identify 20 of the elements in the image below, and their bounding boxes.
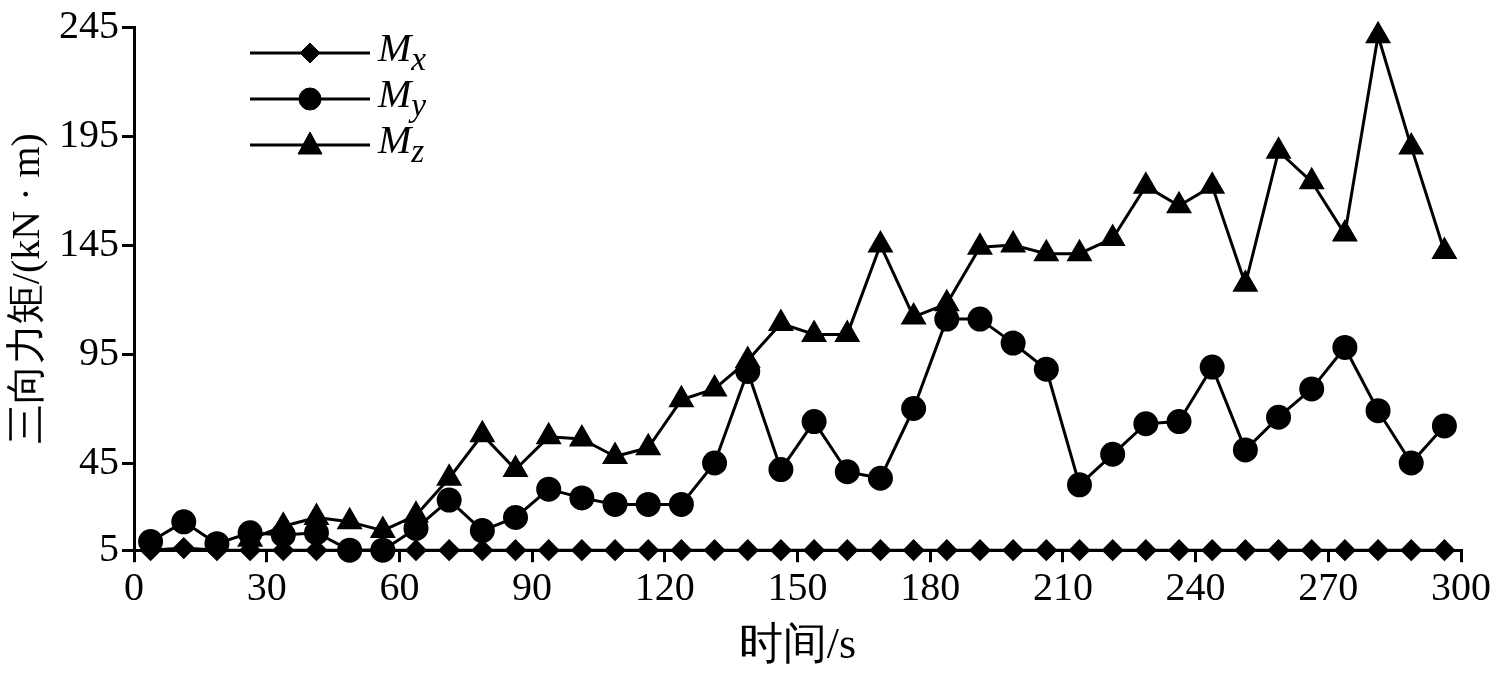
legend-label: M$_{x}$ [378, 24, 427, 77]
x-tick-label: 0 [124, 563, 144, 609]
y-tick-label: 45 [79, 437, 119, 483]
x-tick-label: 210 [1032, 563, 1093, 609]
x-tick-label: 180 [900, 563, 961, 609]
x-tick-label: 240 [1165, 563, 1226, 609]
y-tick-label: 245 [59, 1, 119, 47]
x-tick-label: 300 [1431, 563, 1491, 609]
y-tick-label: 145 [59, 219, 119, 265]
x-tick-label: 270 [1298, 563, 1359, 609]
x-axis-title: 时间/s [738, 619, 857, 669]
y-tick-label: 5 [99, 524, 119, 570]
x-tick-label: 30 [246, 563, 287, 609]
x-tick-label: 120 [634, 563, 695, 609]
y-tick-label: 195 [59, 110, 119, 156]
y-tick-label: 95 [79, 328, 119, 374]
x-tick-label: 150 [767, 563, 828, 609]
x-tick-label: 90 [512, 563, 553, 609]
x-tick-label: 60 [379, 563, 420, 609]
y-axis-title: 三向力矩/(kN · m) [2, 133, 48, 445]
